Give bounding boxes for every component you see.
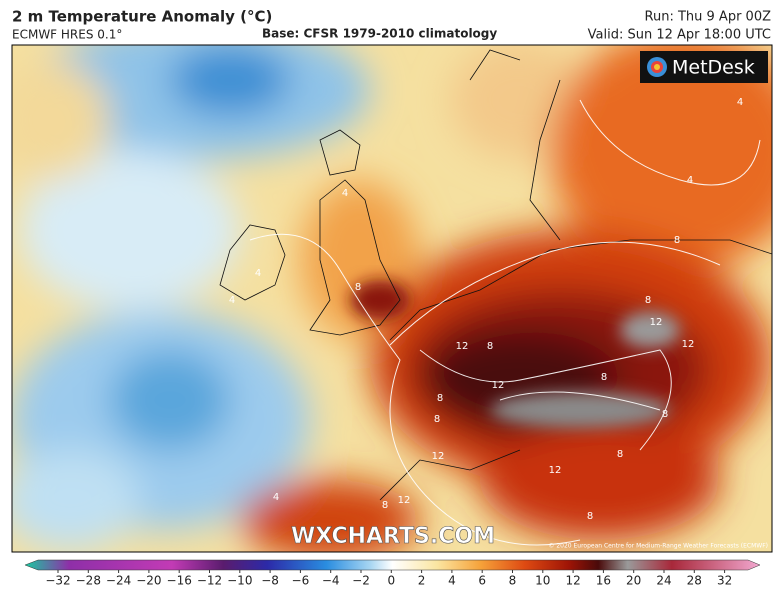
- run: Run: Thu 9 Apr 00Z: [645, 10, 772, 25]
- colorbar-label: −8: [261, 574, 279, 588]
- colorbar-label: −2: [352, 574, 370, 588]
- contour-label: 4: [687, 175, 693, 186]
- logo: MetDesk: [672, 57, 755, 79]
- contour-label: 12: [682, 339, 695, 350]
- contour-label: 4: [273, 492, 279, 503]
- contour-label: 8: [674, 235, 680, 246]
- watermark: WXCHARTS.COM: [291, 524, 495, 549]
- valid: Valid: Sun 12 Apr 18:00 UTC: [588, 28, 771, 43]
- colorbar-label: −6: [292, 574, 310, 588]
- colorbar-label: 20: [626, 574, 641, 588]
- contour-label: 12: [650, 317, 663, 328]
- contour-label: 8: [587, 511, 593, 522]
- contour-label: 8: [437, 393, 443, 404]
- contour-label: 8: [382, 500, 388, 511]
- colorbar-label: 4: [448, 574, 456, 588]
- contour-label: 12: [432, 451, 445, 462]
- title: 2 m Temperature Anomaly (°C): [12, 8, 272, 26]
- contour-label: 12: [456, 341, 469, 352]
- colorbar-label: −20: [136, 574, 161, 588]
- contour-label: 12: [492, 380, 505, 391]
- colorbar-label: −28: [76, 574, 101, 588]
- base: Base: CFSR 1979-2010 climatology: [262, 27, 497, 41]
- contour-label: 8: [434, 414, 440, 425]
- colorbar-label: −16: [167, 574, 192, 588]
- contour-label: 8: [662, 409, 668, 420]
- model: ECMWF HRES 0.1°: [12, 28, 122, 42]
- colorbar-label: −10: [227, 574, 252, 588]
- colorbar-label: 16: [596, 574, 611, 588]
- contour-label: 8: [645, 295, 651, 306]
- colorbar-label: 8: [509, 574, 517, 588]
- colorbar: [24, 559, 761, 571]
- colorbar-label: 2: [418, 574, 426, 588]
- contour-label: 12: [398, 495, 411, 506]
- contour-label: 8: [355, 282, 361, 293]
- colorbar-label: 12: [565, 574, 580, 588]
- contour-label: 8: [601, 372, 607, 383]
- colorbar-label: −24: [106, 574, 131, 588]
- colorbar-label: 10: [535, 574, 550, 588]
- contour-label: 8: [487, 341, 493, 352]
- contour-label: 4: [737, 97, 743, 108]
- colorbar-label: 0: [387, 574, 395, 588]
- colorbar-label: 32: [717, 574, 732, 588]
- colorbar-label: −12: [197, 574, 222, 588]
- colorbar-label: −32: [45, 574, 70, 588]
- colorbar-label: 28: [687, 574, 702, 588]
- copyright: © 2020 European Centre for Medium-Range …: [548, 543, 768, 550]
- contour-label: 12: [549, 465, 562, 476]
- colorbar-label: 6: [478, 574, 486, 588]
- contour-label: 8: [617, 449, 623, 460]
- contour-label: 4: [229, 295, 235, 306]
- contour-label: 4: [255, 268, 261, 279]
- colorbar-label: −4: [322, 574, 340, 588]
- contour-label: 4: [342, 188, 348, 199]
- colorbar-label: 24: [656, 574, 671, 588]
